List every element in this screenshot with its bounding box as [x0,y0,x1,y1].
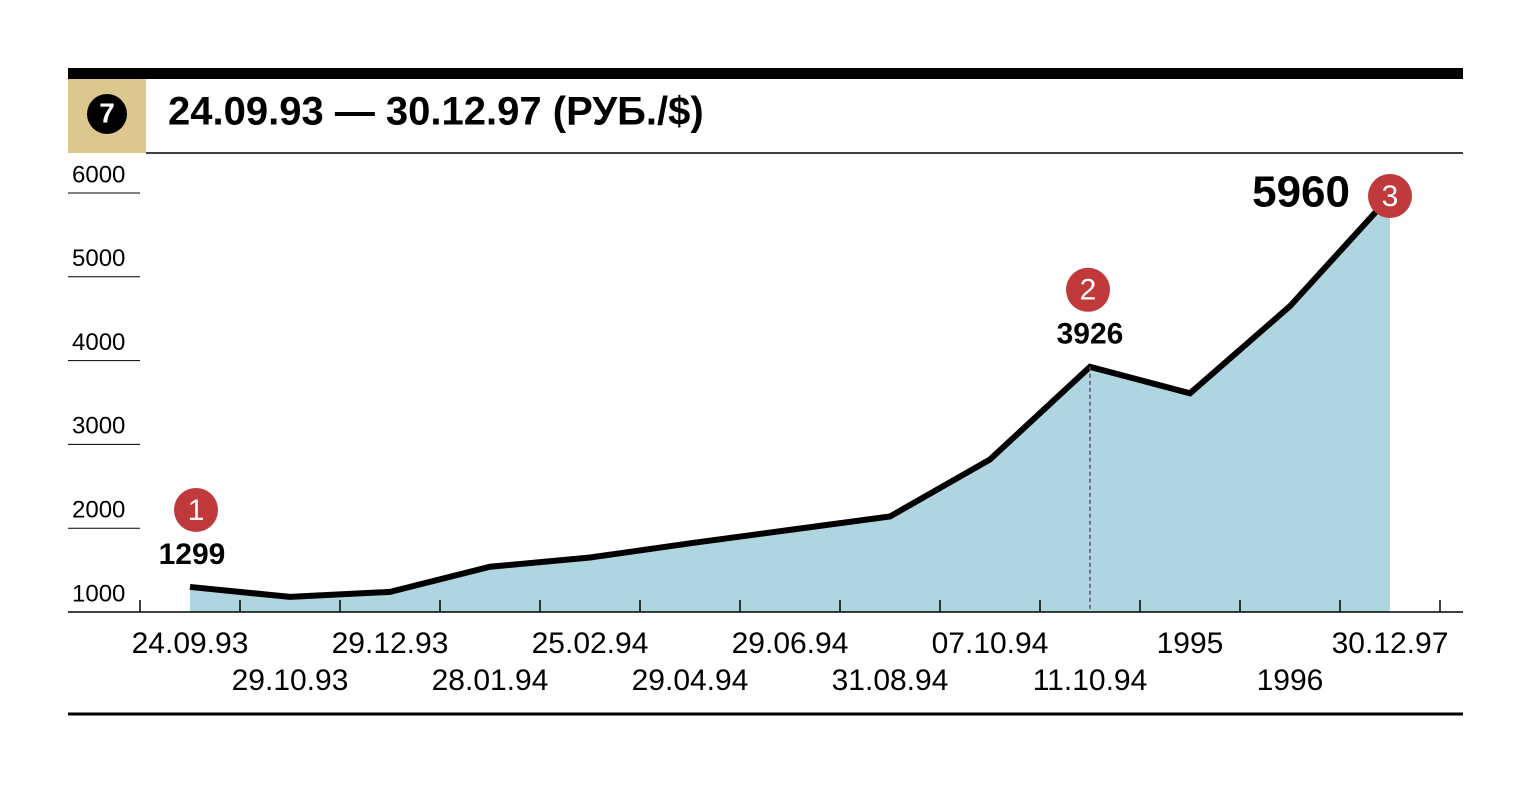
x-tick-label: 07.10.94 [932,627,1049,660]
x-tick-label: 29.04.94 [632,664,749,697]
y-tick-label: 5000 [72,245,125,272]
x-tick-label: 29.12.93 [332,627,449,660]
chart-title: 24.09.93 — 30.12.97 (РУБ./$) [168,90,704,134]
y-tick-label: 2000 [72,497,125,524]
x-tick-label: 29.10.93 [232,664,349,697]
y-tick-label: 1000 [72,580,125,607]
x-tick-label: 25.02.94 [532,627,649,660]
value-label: 1299 [159,538,226,571]
x-tick-label: 24.09.93 [132,627,249,660]
x-tick-label: 31.08.94 [832,664,949,697]
marker-circle [1368,174,1412,218]
badge-circle [87,94,127,134]
x-tick-label: 29.06.94 [732,627,849,660]
x-tick-label: 1995 [1157,627,1224,660]
x-tick-label: 30.12.97 [1332,627,1449,660]
line [189,194,1393,600]
y-tick-label: 4000 [72,329,125,356]
value-label: 5960 [1252,168,1350,217]
y-tick-label: 3000 [72,413,125,440]
badge-number: 7 [99,97,115,128]
marker-circle [174,487,218,532]
x-tick-label: 11.10.94 [1033,664,1148,697]
marker-label: 2 [1080,274,1097,307]
marker-circle [1066,267,1110,312]
x-tick-label: 28.01.94 [432,664,549,697]
y-tick-label: 6000 [72,161,125,188]
area [190,196,1390,613]
top-bar [68,68,1463,79]
marker-label: 1 [188,494,205,527]
value-label: 3926 [1057,318,1124,351]
x-tick-label: 1996 [1257,664,1324,697]
marker-label: 3 [1382,180,1399,213]
